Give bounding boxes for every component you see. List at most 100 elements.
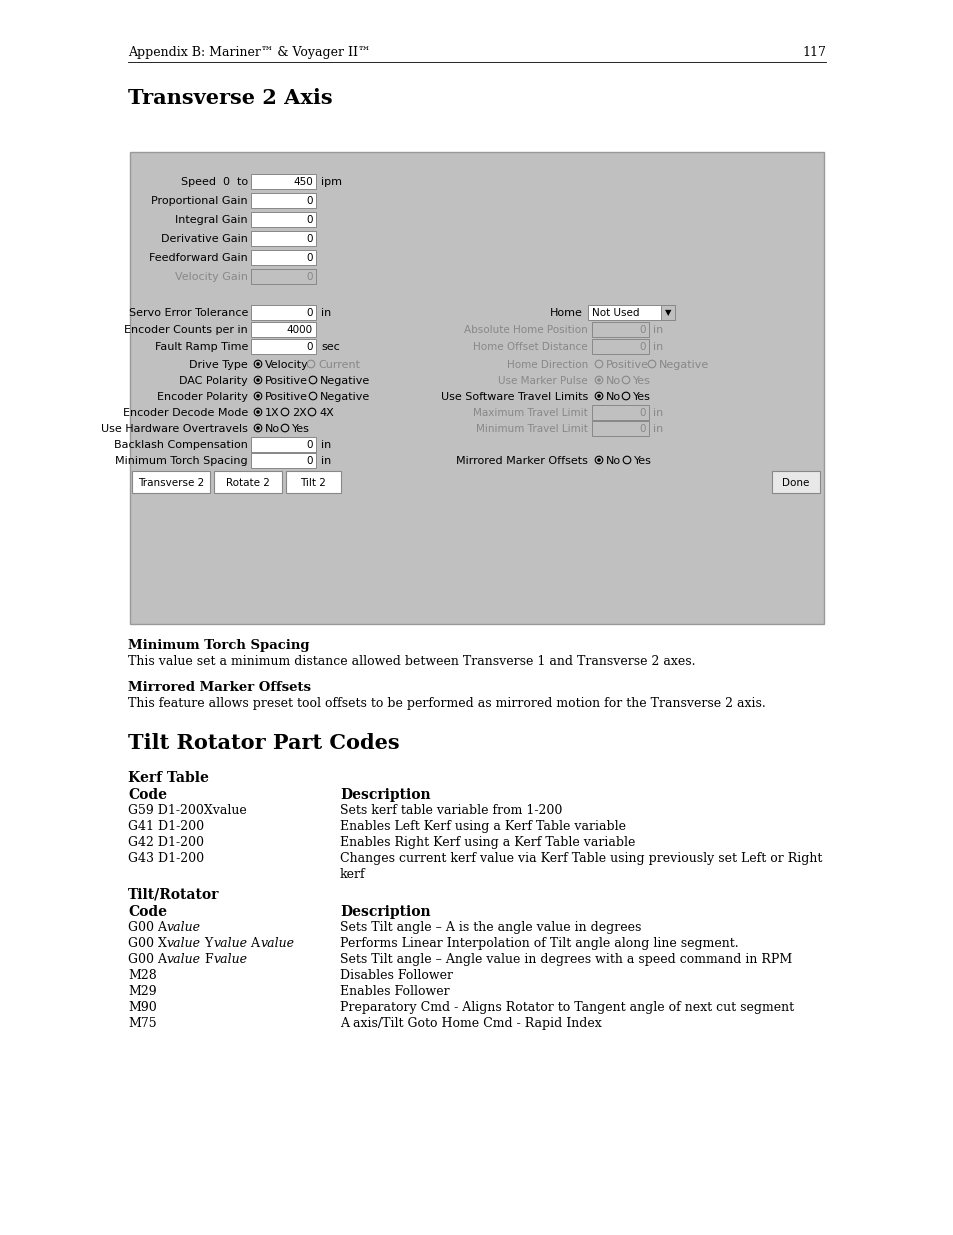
Text: Appendix B: Mariner™ & Voyager II™: Appendix B: Mariner™ & Voyager II™ bbox=[128, 46, 370, 59]
Text: A: A bbox=[247, 937, 260, 950]
Text: G59 D1-200Xvalue: G59 D1-200Xvalue bbox=[128, 804, 247, 818]
Text: in: in bbox=[652, 325, 662, 335]
Text: 4X: 4X bbox=[318, 408, 334, 417]
Text: F: F bbox=[201, 953, 213, 966]
Text: Negative: Negative bbox=[659, 359, 708, 370]
Text: Integral Gain: Integral Gain bbox=[175, 215, 248, 225]
Text: A axis/Tilt Goto Home Cmd - Rapid Index: A axis/Tilt Goto Home Cmd - Rapid Index bbox=[339, 1016, 601, 1030]
Bar bbox=[251, 453, 315, 468]
Text: Enables Right Kerf using a Kerf Table variable: Enables Right Kerf using a Kerf Table va… bbox=[339, 836, 635, 848]
Text: Yes: Yes bbox=[633, 391, 650, 403]
Text: Sets Tilt angle – A is the angle value in degrees: Sets Tilt angle – A is the angle value i… bbox=[339, 921, 640, 934]
Text: Yes: Yes bbox=[633, 375, 650, 387]
Bar bbox=[251, 269, 315, 284]
Text: Performs Linear Interpolation of Tilt angle along line segment.: Performs Linear Interpolation of Tilt an… bbox=[339, 937, 738, 950]
Bar bbox=[130, 152, 823, 624]
Text: 0: 0 bbox=[306, 253, 313, 263]
Text: Use Hardware Overtravels: Use Hardware Overtravels bbox=[101, 424, 248, 433]
Text: Maximum Travel Limit: Maximum Travel Limit bbox=[473, 408, 587, 417]
Circle shape bbox=[256, 394, 259, 398]
Text: 0: 0 bbox=[306, 308, 313, 317]
Text: Yes: Yes bbox=[634, 456, 651, 466]
Circle shape bbox=[256, 378, 259, 382]
Text: M29: M29 bbox=[128, 986, 156, 998]
Circle shape bbox=[256, 362, 259, 366]
Bar bbox=[251, 193, 315, 207]
Text: Home Offset Distance: Home Offset Distance bbox=[473, 342, 587, 352]
Text: 1X: 1X bbox=[265, 408, 279, 417]
Bar bbox=[771, 471, 820, 493]
Bar bbox=[251, 174, 315, 189]
Text: ipm: ipm bbox=[320, 177, 341, 186]
Bar bbox=[592, 322, 648, 337]
Text: 0: 0 bbox=[639, 424, 645, 433]
Text: Proportional Gain: Proportional Gain bbox=[152, 196, 248, 206]
Text: Velocity Gain: Velocity Gain bbox=[174, 272, 248, 282]
Text: value: value bbox=[260, 937, 294, 950]
Text: Y: Y bbox=[201, 937, 213, 950]
Text: Code: Code bbox=[128, 788, 167, 802]
Text: in: in bbox=[652, 342, 662, 352]
Text: in: in bbox=[320, 440, 331, 450]
Bar bbox=[251, 249, 315, 266]
Bar bbox=[251, 338, 315, 354]
Text: Tilt Rotator Part Codes: Tilt Rotator Part Codes bbox=[128, 734, 399, 753]
Text: Positive: Positive bbox=[265, 375, 308, 387]
Text: 0: 0 bbox=[639, 408, 645, 417]
Text: in: in bbox=[652, 424, 662, 433]
Text: in: in bbox=[320, 308, 331, 317]
Text: value: value bbox=[167, 921, 201, 934]
Text: 450: 450 bbox=[293, 177, 313, 186]
Text: DAC Polarity: DAC Polarity bbox=[179, 375, 248, 387]
Text: Use Software Travel Limits: Use Software Travel Limits bbox=[440, 391, 587, 403]
Text: value: value bbox=[167, 953, 201, 966]
Bar bbox=[592, 338, 648, 354]
Text: No: No bbox=[265, 424, 280, 433]
Bar bbox=[132, 471, 210, 493]
Circle shape bbox=[597, 394, 600, 398]
Text: Tilt/Rotator: Tilt/Rotator bbox=[128, 888, 219, 902]
Text: G00 A: G00 A bbox=[128, 921, 167, 934]
Text: Not Used: Not Used bbox=[592, 308, 639, 317]
Text: Mirrored Marker Offsets: Mirrored Marker Offsets bbox=[456, 456, 587, 466]
Text: Home: Home bbox=[550, 308, 582, 317]
Text: Transverse 2: Transverse 2 bbox=[138, 478, 204, 488]
Text: Absolute Home Position: Absolute Home Position bbox=[464, 325, 587, 335]
Text: Yes: Yes bbox=[292, 424, 310, 433]
Text: Positive: Positive bbox=[265, 391, 308, 403]
Bar bbox=[587, 305, 675, 320]
Text: value: value bbox=[213, 953, 248, 966]
Text: Preparatory Cmd - Aligns Rotator to Tangent angle of next cut segment: Preparatory Cmd - Aligns Rotator to Tang… bbox=[339, 1002, 793, 1014]
Circle shape bbox=[256, 410, 259, 414]
Text: Code: Code bbox=[128, 905, 167, 919]
Text: No: No bbox=[605, 391, 620, 403]
Text: Servo Error Tolerance: Servo Error Tolerance bbox=[129, 308, 248, 317]
Text: Speed  0  to: Speed 0 to bbox=[181, 177, 248, 186]
Text: Minimum Travel Limit: Minimum Travel Limit bbox=[476, 424, 587, 433]
Text: Derivative Gain: Derivative Gain bbox=[161, 233, 248, 245]
Text: No: No bbox=[605, 375, 620, 387]
Text: Positive: Positive bbox=[605, 359, 648, 370]
Text: Description: Description bbox=[339, 788, 430, 802]
Circle shape bbox=[256, 426, 259, 430]
Text: Transverse 2 Axis: Transverse 2 Axis bbox=[128, 88, 333, 107]
Bar bbox=[592, 405, 648, 420]
Bar bbox=[592, 421, 648, 436]
Bar bbox=[660, 305, 675, 320]
Circle shape bbox=[597, 378, 600, 382]
Bar bbox=[251, 305, 315, 320]
Text: 0: 0 bbox=[306, 215, 313, 225]
Text: Backlash Compensation: Backlash Compensation bbox=[114, 440, 248, 450]
Text: 0: 0 bbox=[306, 440, 313, 450]
Text: M75: M75 bbox=[128, 1016, 156, 1030]
Circle shape bbox=[597, 458, 600, 462]
Text: 0: 0 bbox=[639, 342, 645, 352]
Text: Description: Description bbox=[339, 905, 430, 919]
Text: 4000: 4000 bbox=[287, 325, 313, 335]
Text: Encoder Decode Mode: Encoder Decode Mode bbox=[123, 408, 248, 417]
Text: Sets Tilt angle – Angle value in degrees with a speed command in RPM: Sets Tilt angle – Angle value in degrees… bbox=[339, 953, 791, 966]
Text: Kerf Table: Kerf Table bbox=[128, 771, 209, 785]
Text: 0: 0 bbox=[639, 325, 645, 335]
Bar bbox=[251, 212, 315, 227]
Bar bbox=[251, 231, 315, 246]
